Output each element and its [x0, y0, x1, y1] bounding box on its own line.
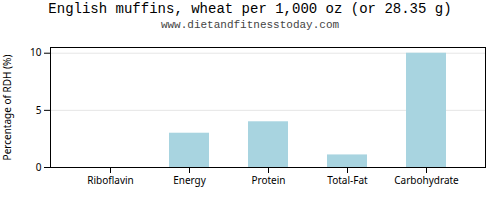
svg-text:Carbohydrate: Carbohydrate	[394, 173, 459, 187]
html-text:www.dietandfitnesstoday.com: www.dietandfitnesstoday.com	[160, 19, 340, 31]
svg-text:5: 5	[36, 103, 42, 117]
svg-text:0: 0	[36, 160, 42, 174]
html-text:English muffins, wheat per 1,0: English muffins, wheat per 1,000 oz (or …	[48, 1, 452, 17]
svg-text:Protein: Protein	[251, 173, 285, 187]
svg-text:Energy: Energy	[173, 173, 207, 187]
svg-text:Percentage of RDH (%): Percentage of RDH (%)	[0, 55, 14, 161]
svg-text:10: 10	[30, 45, 42, 59]
svg-text:Total-Fat: Total-Fat	[327, 173, 368, 187]
svg-text:Riboflavin: Riboflavin	[87, 173, 133, 187]
